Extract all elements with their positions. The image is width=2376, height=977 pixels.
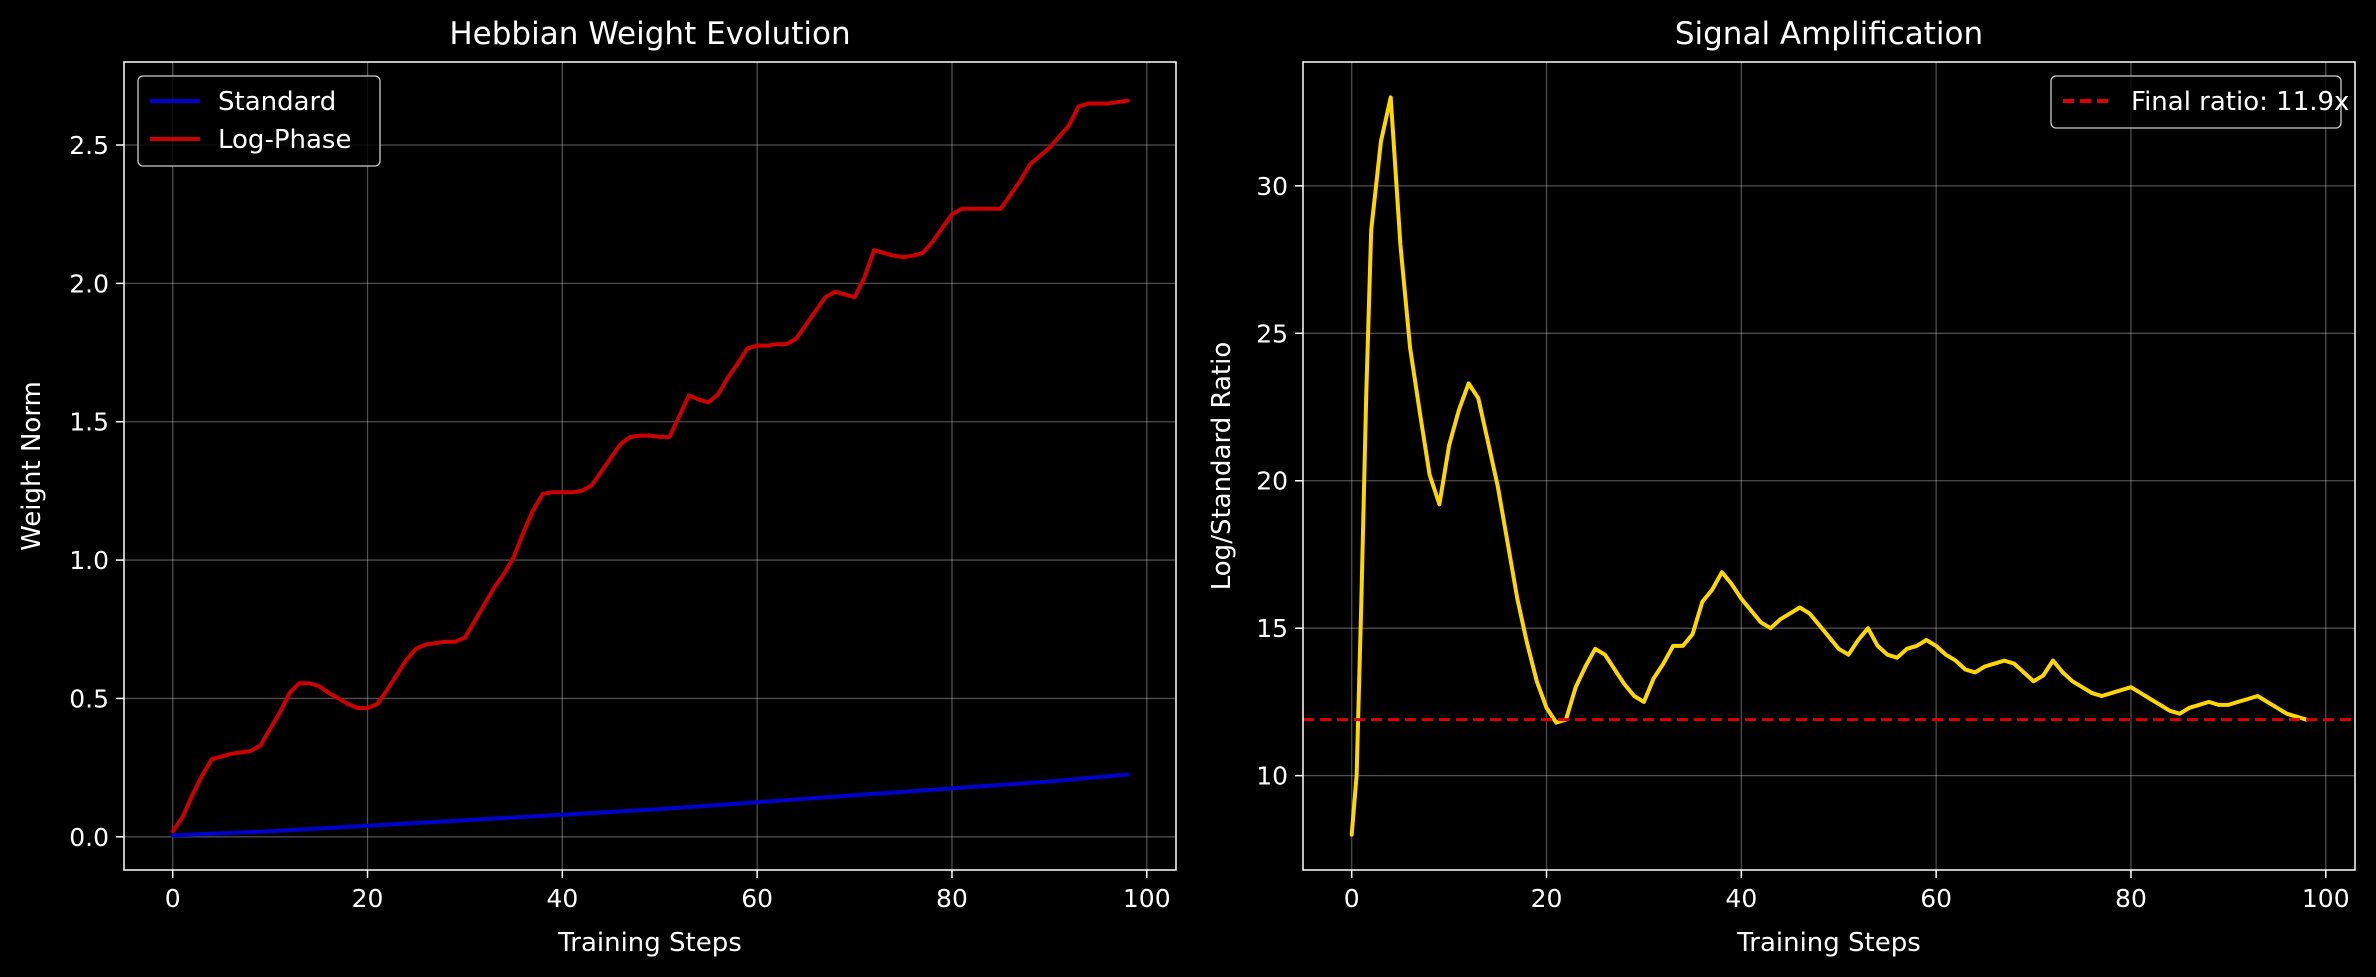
legend-label: Standard <box>218 87 336 117</box>
legend-label: Final ratio: 11.9x <box>2131 87 2349 117</box>
signal-amplification-chart: 0 20 40 60 80 100 10 15 20 25 30 Signal Amplifica… <box>1207 16 2356 958</box>
axes-frame <box>123 61 1177 871</box>
y-tick-label: 30 <box>1256 172 1288 201</box>
grid <box>1303 62 2355 870</box>
legend-box <box>137 75 381 167</box>
x-tick-label: 40 <box>1725 884 1757 913</box>
y-tick-label: 1.0 <box>69 546 109 575</box>
y-tick-label: 10 <box>1256 762 1288 791</box>
x-tick-label: 20 <box>1531 884 1563 913</box>
legend-box <box>2050 75 2342 129</box>
x-tick-label: 20 <box>352 884 384 913</box>
x-tick-label: 80 <box>2115 884 2147 913</box>
y-ticks: 0.0 0.5 1.0 1.5 2.0 2.5 <box>69 131 124 852</box>
x-tick-label: 60 <box>1920 884 1952 913</box>
y-tick-label: 0.0 <box>69 823 109 852</box>
y-axis-label: Weight Norm <box>17 381 47 551</box>
y-tick-label: 25 <box>1256 319 1288 348</box>
chart-title: Hebbian Weight Evolution <box>449 16 850 52</box>
y-tick-label: 20 <box>1256 467 1288 496</box>
y-tick-label: 2.0 <box>69 269 109 298</box>
legend: Standard Log-Phase <box>137 75 381 167</box>
x-tick-label: 0 <box>165 884 181 913</box>
legend-label: Log-Phase <box>218 125 351 155</box>
x-axis-label: Training Steps <box>557 928 742 958</box>
y-tick-label: 1.5 <box>69 408 109 437</box>
x-ticks: 0 20 40 60 80 100 <box>1344 870 2350 913</box>
series-lines <box>170 98 1130 838</box>
x-tick-label: 100 <box>1123 884 1171 913</box>
x-tick-label: 40 <box>546 884 578 913</box>
x-axis-label: Training Steps <box>1736 928 1921 958</box>
axes-frame <box>1302 61 2356 871</box>
x-ticks: 0 20 40 60 80 100 <box>165 870 1171 913</box>
legend: Final ratio: 11.9x <box>2050 75 2349 129</box>
x-tick-label: 100 <box>2302 884 2350 913</box>
y-tick-label: 0.5 <box>69 684 109 713</box>
y-axis-label: Log/Standard Ratio <box>1207 342 1237 591</box>
x-tick-label: 60 <box>741 884 773 913</box>
x-tick-label: 80 <box>936 884 968 913</box>
y-tick-label: 2.5 <box>69 131 109 160</box>
ratio-line <box>1349 95 2309 837</box>
series-lines <box>1303 95 2355 837</box>
chart-title: Signal Amplification <box>1675 16 1983 52</box>
standard-line <box>170 772 1130 838</box>
weight-evolution-chart: 0 20 40 60 80 100 0.0 0.5 1.0 1.5 2.0 2.5 Hebbian … <box>17 16 1177 958</box>
y-tick-label: 15 <box>1256 614 1288 643</box>
x-tick-label: 0 <box>1344 884 1360 913</box>
y-ticks: 10 15 20 25 30 <box>1256 172 1303 791</box>
log-phase-line <box>170 98 1130 834</box>
